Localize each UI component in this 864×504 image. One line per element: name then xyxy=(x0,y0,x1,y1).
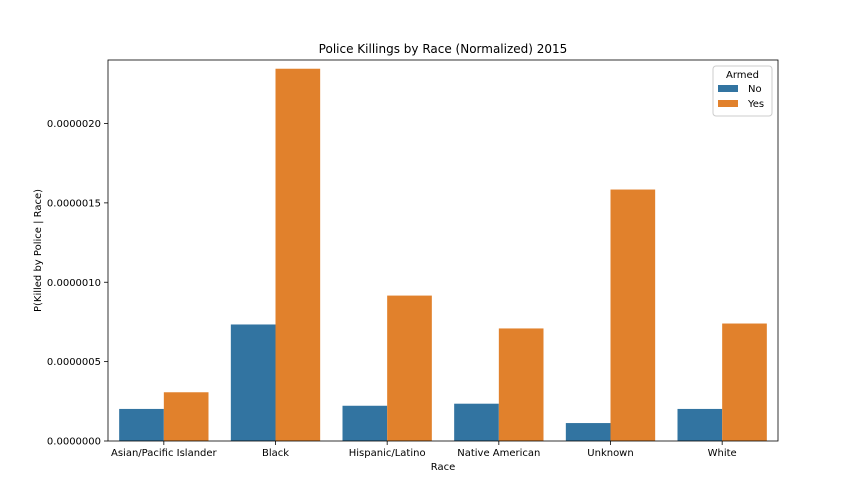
plot-area xyxy=(107,59,779,442)
legend-label-yes: Yes xyxy=(747,99,764,110)
legend-swatch-no xyxy=(718,85,738,92)
bar-no-4 xyxy=(565,423,611,441)
bar-yes-3 xyxy=(498,328,544,441)
legend-label-no: No xyxy=(748,84,762,95)
bar-no-5 xyxy=(677,408,723,441)
legend-title: Armed xyxy=(726,70,759,81)
x-tick-label-5: White xyxy=(708,448,737,459)
plot-frame xyxy=(107,59,779,442)
y-tick-label-3: 0.0000015 xyxy=(47,198,101,209)
legend-swatch-yes xyxy=(718,100,738,107)
legend: Armed No Yes xyxy=(712,65,773,117)
bar-yes-0 xyxy=(163,392,209,441)
x-tick-label-2: Hispanic/Latino xyxy=(349,448,426,459)
y-tick-label-4: 0.0000020 xyxy=(47,119,101,130)
x-axis: Asian/Pacific Islander Black Hispanic/Lati… xyxy=(111,441,737,459)
x-tick-label-3: Native American xyxy=(457,448,540,459)
chart-title: Police Killings by Race (Normalized) 201… xyxy=(319,42,568,56)
y-tick-label-0: 0.0000000 xyxy=(47,437,101,448)
bar-no-0 xyxy=(119,408,164,441)
bar-yes-1 xyxy=(275,68,321,441)
x-axis-label: Race xyxy=(431,462,456,473)
bar-no-2 xyxy=(342,405,388,441)
x-tick-label-0: Asian/Pacific Islander xyxy=(111,448,218,459)
bar-no-1 xyxy=(230,324,276,441)
x-tick-label-4: Unknown xyxy=(587,448,633,459)
bar-yes-2 xyxy=(387,295,432,441)
bar-yes-5 xyxy=(722,323,767,441)
x-tick-label-1: Black xyxy=(262,448,289,459)
bar-no-3 xyxy=(454,403,499,441)
bar-yes-4 xyxy=(610,189,656,441)
y-axis-label: P(Killed by Police | Race) xyxy=(33,189,44,312)
y-axis: 0.0000000 0.0000005 0.0000010 0.0000015 0.00… xyxy=(47,119,108,448)
y-tick-label-2: 0.0000010 xyxy=(47,278,101,289)
y-tick-label-1: 0.0000005 xyxy=(47,357,101,368)
